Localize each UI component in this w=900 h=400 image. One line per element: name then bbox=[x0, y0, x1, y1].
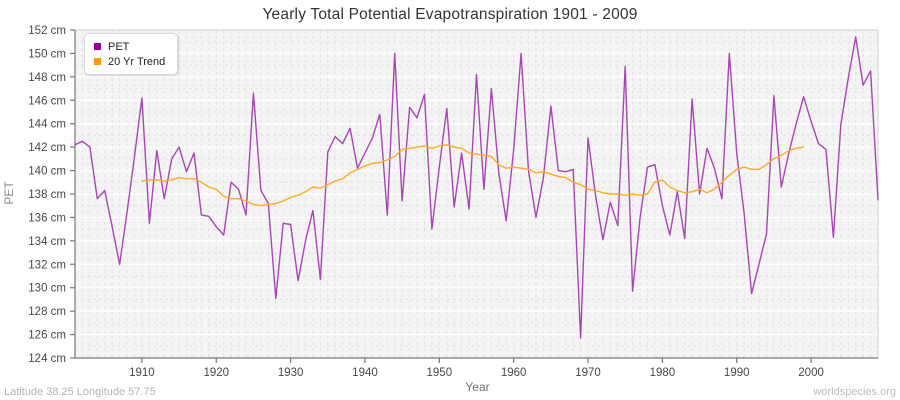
y-tick-label: 134 cm bbox=[28, 236, 66, 248]
x-tick-label: 1950 bbox=[427, 367, 453, 379]
x-tick-label: 1990 bbox=[724, 367, 750, 379]
y-tick-label: 132 cm bbox=[28, 259, 66, 271]
y-tick-label: 128 cm bbox=[28, 306, 66, 318]
y-tick-label: 142 cm bbox=[28, 142, 66, 154]
legend: PET 20 Yr Trend bbox=[84, 33, 179, 75]
y-tick-label: 144 cm bbox=[28, 119, 66, 131]
x-tick-label: 1960 bbox=[501, 367, 527, 379]
x-tick-label: 1940 bbox=[352, 367, 378, 379]
y-axis-title: PET bbox=[2, 181, 16, 205]
y-tick-label: 150 cm bbox=[28, 48, 66, 60]
pet-legend-marker-icon bbox=[94, 43, 101, 50]
chart-title: Yearly Total Potential Evapotranspiratio… bbox=[262, 6, 638, 23]
x-tick-label: 1970 bbox=[575, 367, 601, 379]
y-tick-label: 126 cm bbox=[28, 330, 66, 342]
footer-watermark: worldspecies.org bbox=[813, 386, 896, 398]
trend-legend-marker-icon bbox=[94, 58, 101, 65]
pet-series-line bbox=[74, 36, 879, 339]
y-tick-label: 140 cm bbox=[28, 166, 66, 178]
x-tick-label: 1920 bbox=[203, 367, 229, 379]
legend-item-trend: 20 Yr Trend bbox=[94, 54, 165, 69]
x-tick-label: 1930 bbox=[278, 367, 304, 379]
legend-label-trend: 20 Yr Trend bbox=[108, 55, 166, 68]
x-tick-label: 1980 bbox=[650, 367, 676, 379]
y-tick-label: 146 cm bbox=[28, 95, 66, 107]
y-tick-label: 152 cm bbox=[28, 25, 66, 37]
x-tick-label: 2000 bbox=[798, 367, 824, 379]
footer-coordinates: Latitude 38.25 Longitude 57.75 bbox=[4, 386, 156, 398]
legend-label-pet: PET bbox=[108, 40, 130, 53]
y-tick-label: 124 cm bbox=[28, 353, 66, 365]
y-tick-label: 136 cm bbox=[28, 212, 66, 224]
x-tick-label: 1910 bbox=[129, 367, 155, 379]
y-tick-label: 138 cm bbox=[28, 189, 66, 201]
y-tick-label: 130 cm bbox=[28, 283, 66, 295]
trend-series-line bbox=[141, 144, 805, 207]
y-tick-label: 148 cm bbox=[28, 72, 66, 84]
legend-item-pet: PET bbox=[94, 39, 165, 54]
x-axis-title: Year bbox=[465, 380, 490, 394]
